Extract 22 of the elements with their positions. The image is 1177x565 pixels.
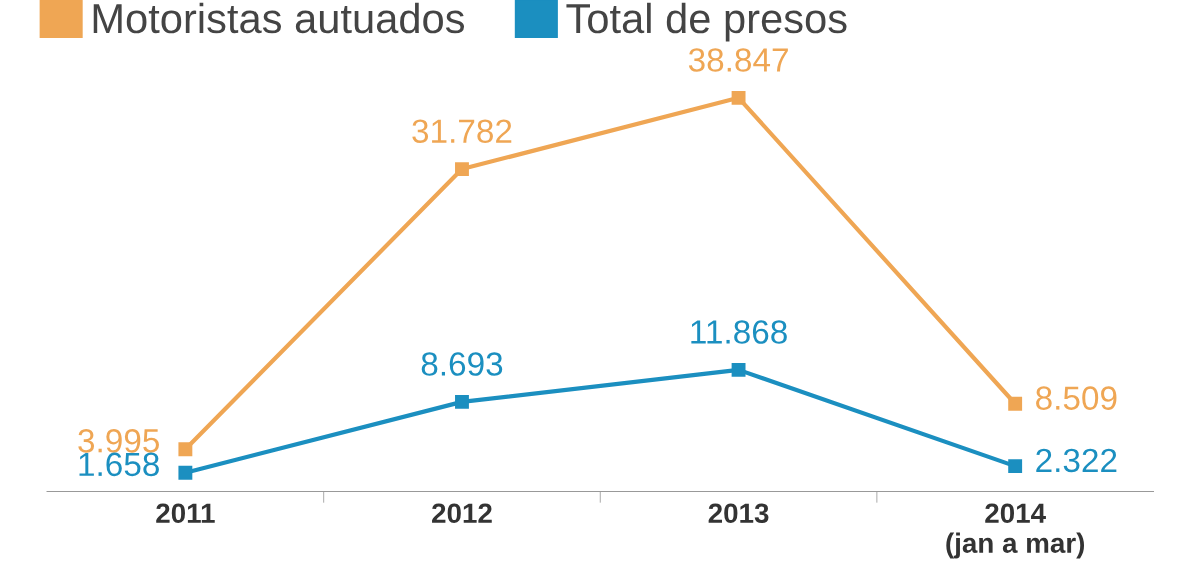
x-tick-label: 2011	[156, 503, 215, 524]
x-tick-label: 2013	[708, 503, 769, 524]
data-label: 31.782	[412, 119, 512, 144]
point	[731, 90, 746, 105]
x-tick-label: 2014 (jan a mar)	[946, 503, 1085, 559]
point	[1008, 459, 1023, 474]
data-label: 2.322	[1036, 448, 1117, 473]
point	[455, 394, 469, 409]
data-label: 8.693	[421, 352, 503, 376]
data-label: 1.658	[79, 452, 159, 477]
data-label: 11.868	[691, 320, 787, 344]
point	[1008, 396, 1023, 411]
data-label: 3.995	[78, 429, 159, 453]
point	[178, 442, 193, 457]
data-label: 8.509	[1036, 386, 1117, 410]
legend-label: Total de presos	[566, 2, 847, 42]
point	[178, 465, 193, 480]
data-label: 38.847	[688, 48, 788, 72]
x-tick-label: 2012	[432, 503, 492, 524]
point	[731, 362, 746, 377]
point	[455, 162, 469, 177]
legend-label: Motoristas autuados	[93, 2, 465, 34]
